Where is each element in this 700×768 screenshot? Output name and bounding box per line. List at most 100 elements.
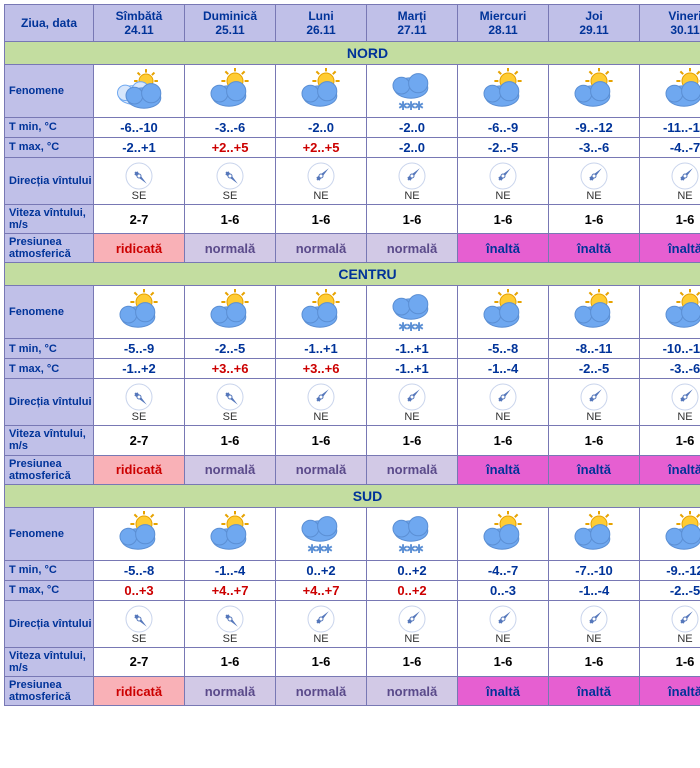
wind-speed-value: 1-6 [276,205,367,234]
svg-text:SE: SE [132,411,147,422]
wind-dir-icon: NE [549,600,640,647]
svg-text:NE: NE [677,633,692,644]
wind-dir-icon: SE [185,158,276,205]
row-pressure-label: Presiunea atmosferică [5,234,94,263]
svg-text:NE: NE [404,190,419,201]
pressure-value: înaltă [640,455,700,484]
row-tmin-label: T min, °C [5,118,94,138]
svg-text:SE: SE [132,633,147,644]
pressure-value: ridicată [94,455,185,484]
header-day-6: Vineri30.11 [640,5,700,42]
fenomene-icon: ✱✱✱ [367,286,458,339]
wind-dir-icon: NE [367,600,458,647]
header-day-3: Marți27.11 [367,5,458,42]
svg-text:NE: NE [586,633,601,644]
wind-dir-icon: NE [640,158,700,205]
tmin-value: -2..0 [367,118,458,138]
svg-text:NE: NE [495,633,510,644]
header-day-0: Sîmbătă24.11 [94,5,185,42]
wind-dir-icon: SE [94,158,185,205]
row-tmin-label: T min, °C [5,560,94,580]
region-1-title: CENTRU [5,263,700,286]
tmin-value: -10..-13 [640,339,700,359]
tmax-value: +4..+7 [276,580,367,600]
pressure-value: normală [367,676,458,705]
tmin-value: -2..-5 [185,339,276,359]
row-tmin-label: T min, °C [5,339,94,359]
fenomene-icon [640,286,700,339]
tmin-value: -1..+1 [367,339,458,359]
row-pressure-label: Presiunea atmosferică [5,455,94,484]
wind-dir-icon: SE [185,600,276,647]
row-speed-label: Viteza vîntului, m/s [5,426,94,455]
tmax-value: +2..+5 [276,138,367,158]
tmax-value: -2..0 [367,138,458,158]
region-0-title: NORD [5,42,700,65]
tmin-value: -1..+1 [276,339,367,359]
tmin-value: -5..-8 [94,560,185,580]
tmax-value: +4..+7 [185,580,276,600]
svg-text:NE: NE [404,411,419,422]
wind-speed-value: 1-6 [458,205,549,234]
tmin-value: 0..+2 [367,560,458,580]
pressure-value: înaltă [549,676,640,705]
row-dir-label: Direcția vîntului [5,158,94,205]
svg-text:NE: NE [586,411,601,422]
row-tmax-label: T max, °C [5,138,94,158]
pressure-value: normală [185,234,276,263]
wind-speed-value: 1-6 [367,426,458,455]
tmax-value: 0..+3 [94,580,185,600]
wind-dir-icon: NE [458,379,549,426]
region-2-title: SUD [5,484,700,507]
fenomene-icon [458,286,549,339]
svg-text:NE: NE [677,411,692,422]
wind-dir-icon: NE [458,158,549,205]
header-label: Ziua, data [5,5,94,42]
pressure-value: normală [276,676,367,705]
pressure-value: normală [367,455,458,484]
tmin-value: -1..-4 [185,560,276,580]
tmax-value: -2..+1 [94,138,185,158]
fenomene-icon [276,286,367,339]
wind-dir-icon: SE [94,379,185,426]
wind-dir-icon: NE [276,158,367,205]
svg-text:NE: NE [677,190,692,201]
wind-speed-value: 1-6 [640,205,700,234]
row-dir-label: Direcția vîntului [5,379,94,426]
fenomene-icon: ✱✱✱ [367,507,458,560]
svg-text:NE: NE [313,411,328,422]
wind-dir-icon: NE [640,600,700,647]
tmin-value: -3..-6 [185,118,276,138]
tmax-value: -1..-4 [549,580,640,600]
wind-speed-value: 1-6 [276,647,367,676]
header-day-5: Joi29.11 [549,5,640,42]
fenomene-icon [640,65,700,118]
pressure-value: normală [276,455,367,484]
pressure-value: normală [276,234,367,263]
tmax-value: -2..-5 [640,580,700,600]
fenomene-icon [94,507,185,560]
pressure-value: normală [367,234,458,263]
row-tmax-label: T max, °C [5,359,94,379]
wind-speed-value: 2-7 [94,205,185,234]
tmin-value: -9..-12 [549,118,640,138]
tmax-value: -4..-7 [640,138,700,158]
tmax-value: 0..+2 [367,580,458,600]
row-fenomene-label: Fenomene [5,286,94,339]
wind-speed-value: 1-6 [549,426,640,455]
tmin-value: -2..0 [276,118,367,138]
svg-text:NE: NE [313,190,328,201]
wind-speed-value: 1-6 [640,647,700,676]
wind-speed-value: 1-6 [276,426,367,455]
wind-speed-value: 2-7 [94,426,185,455]
tmin-value: 0..+2 [276,560,367,580]
svg-text:SE: SE [223,411,238,422]
pressure-value: înaltă [458,234,549,263]
wind-speed-value: 1-6 [458,426,549,455]
fenomene-icon [458,507,549,560]
row-dir-label: Direcția vîntului [5,600,94,647]
pressure-value: înaltă [640,234,700,263]
tmin-value: -8..-11 [549,339,640,359]
wind-dir-icon: NE [367,158,458,205]
tmin-value: -11..-14 [640,118,700,138]
